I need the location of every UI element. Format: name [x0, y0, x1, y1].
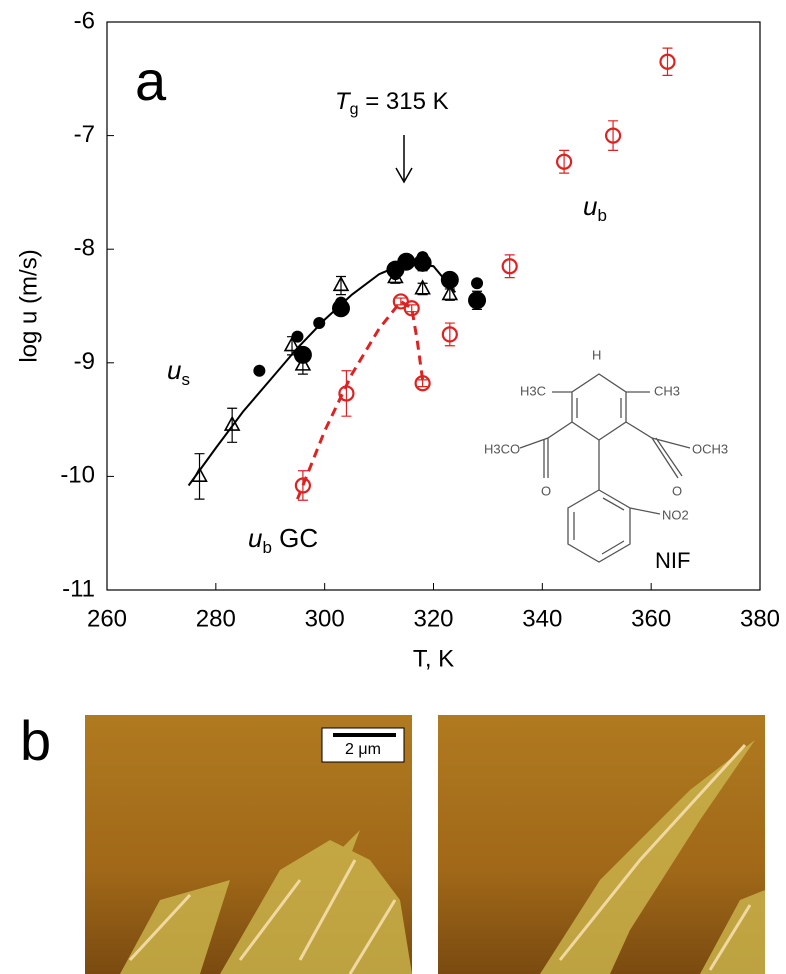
point: [397, 252, 416, 271]
error-bar: [390, 271, 401, 284]
point: [253, 364, 266, 377]
error-bar: [194, 453, 205, 500]
point: [294, 355, 312, 371]
point: [413, 253, 432, 272]
point: [414, 375, 431, 392]
point: [604, 127, 622, 144]
point: [441, 326, 458, 343]
atom-label: OCH3: [692, 441, 728, 456]
molecule: H H3C CH3 H3CO OCH3 O O NO2 NIF: [484, 347, 728, 572]
arrow: [395, 135, 413, 184]
point: [471, 277, 484, 290]
error-bar: [608, 120, 619, 151]
point: [331, 299, 350, 318]
atom-label: NO2: [662, 507, 689, 522]
fit-line: [296, 299, 425, 500]
point: [659, 53, 676, 70]
point: [313, 317, 326, 330]
atom-label: O: [672, 483, 682, 498]
point: [387, 267, 404, 284]
micrograph: [438, 715, 765, 974]
atom-label: H3C: [520, 383, 546, 398]
error-bar: [444, 288, 455, 301]
x-tick-label: 280: [196, 605, 236, 632]
annotation: Tg = 315 K: [335, 88, 449, 118]
point: [191, 466, 208, 482]
annotation: ub GC: [248, 523, 318, 558]
x-tick-label: 260: [87, 605, 127, 632]
y-tick-label: -7: [74, 121, 95, 148]
error-bar: [662, 47, 673, 76]
atom-label: O: [541, 483, 551, 498]
point: [403, 300, 420, 317]
x-tick-label: 360: [631, 605, 671, 632]
x-axis-label: T, K: [413, 645, 454, 672]
point: [291, 330, 304, 343]
error-bar: [341, 370, 352, 417]
point: [501, 258, 518, 275]
panel-label: a: [135, 49, 167, 112]
plot-area: 260 280 300 320 340 360 380 -11 -10 -9 -8 -7 -6 T, K l…: [15, 7, 780, 672]
error-bar: [297, 470, 308, 501]
point: [414, 279, 431, 295]
point: [441, 284, 459, 301]
point: [294, 477, 311, 494]
error-bar: [395, 297, 406, 306]
annotation: ub: [583, 191, 607, 226]
x-tick-label: 320: [413, 605, 453, 632]
error-bar: [417, 379, 428, 388]
micrograph: 2 μm: [85, 715, 412, 974]
y-tick-label: -11: [62, 575, 95, 602]
x-tick-label: 380: [740, 605, 780, 632]
y-tick-label: -6: [74, 7, 95, 34]
annotation: NIF: [655, 548, 690, 573]
point: [332, 275, 350, 292]
point: [468, 291, 487, 310]
point: [283, 336, 301, 352]
panel-label: b: [20, 709, 51, 772]
scale-bar-label: 2 μm: [345, 741, 381, 758]
x-tick-label: 300: [305, 605, 345, 632]
point: [338, 385, 355, 402]
y-tick-label: -8: [74, 235, 95, 262]
y-axis-label: log u (m/s): [15, 249, 42, 362]
x-tick-label: 340: [522, 605, 562, 632]
error-bar: [227, 407, 238, 443]
y-tick-label: -9: [74, 348, 95, 375]
y-tick-label: -10: [60, 462, 95, 489]
fit-line: [187, 261, 457, 487]
atom-label: CH3: [654, 383, 680, 398]
point: [555, 153, 573, 170]
point: [223, 415, 241, 431]
error-bar: [417, 282, 428, 296]
annotation: us: [167, 355, 190, 390]
point: [440, 270, 459, 289]
atom-label: H3CO: [484, 441, 520, 456]
error-bar: [406, 304, 417, 313]
atom-label: H: [592, 347, 601, 362]
